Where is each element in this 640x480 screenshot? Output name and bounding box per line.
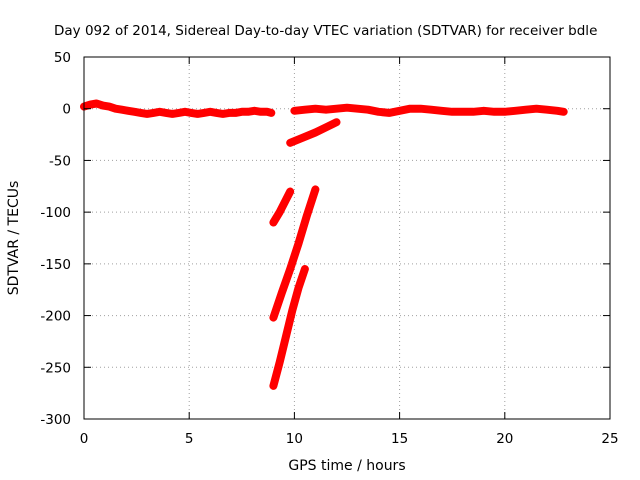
x-tick-label: 20 <box>496 431 513 447</box>
y-tick-label: -150 <box>40 257 71 273</box>
series-line <box>269 265 309 390</box>
grid-lines <box>84 57 610 419</box>
axis-ticks <box>83 56 611 420</box>
y-tick-label: 0 <box>62 102 71 118</box>
y-tick-label: -50 <box>49 153 71 169</box>
x-axis-label: GPS time / hours <box>288 458 405 474</box>
x-tick-label: 0 <box>80 431 89 447</box>
x-tick-label: 5 <box>185 431 194 447</box>
y-axis-label: SDTVAR / TECUs <box>6 181 22 296</box>
series-line <box>290 103 568 117</box>
tick-labels: 0 5 10 15 20 25 50 0 -50 -100 -150 -200 -250 -300 <box>40 50 618 447</box>
series-layer <box>80 99 568 390</box>
series-line <box>80 99 276 118</box>
y-tick-label: -300 <box>40 412 71 428</box>
y-tick-label: -100 <box>40 205 71 221</box>
x-tick-label: 25 <box>601 431 618 447</box>
x-tick-label: 15 <box>391 431 408 447</box>
y-tick-label: 50 <box>54 50 71 66</box>
series-line <box>269 185 320 322</box>
plot-frame <box>83 56 611 420</box>
x-tick-label: 10 <box>286 431 303 447</box>
y-tick-label: -200 <box>40 309 71 325</box>
series-line <box>269 187 295 227</box>
chart-title: Day 092 of 2014, Sidereal Day-to-day VTE… <box>54 23 597 39</box>
y-tick-label: -250 <box>40 360 71 376</box>
series-line <box>286 118 341 147</box>
